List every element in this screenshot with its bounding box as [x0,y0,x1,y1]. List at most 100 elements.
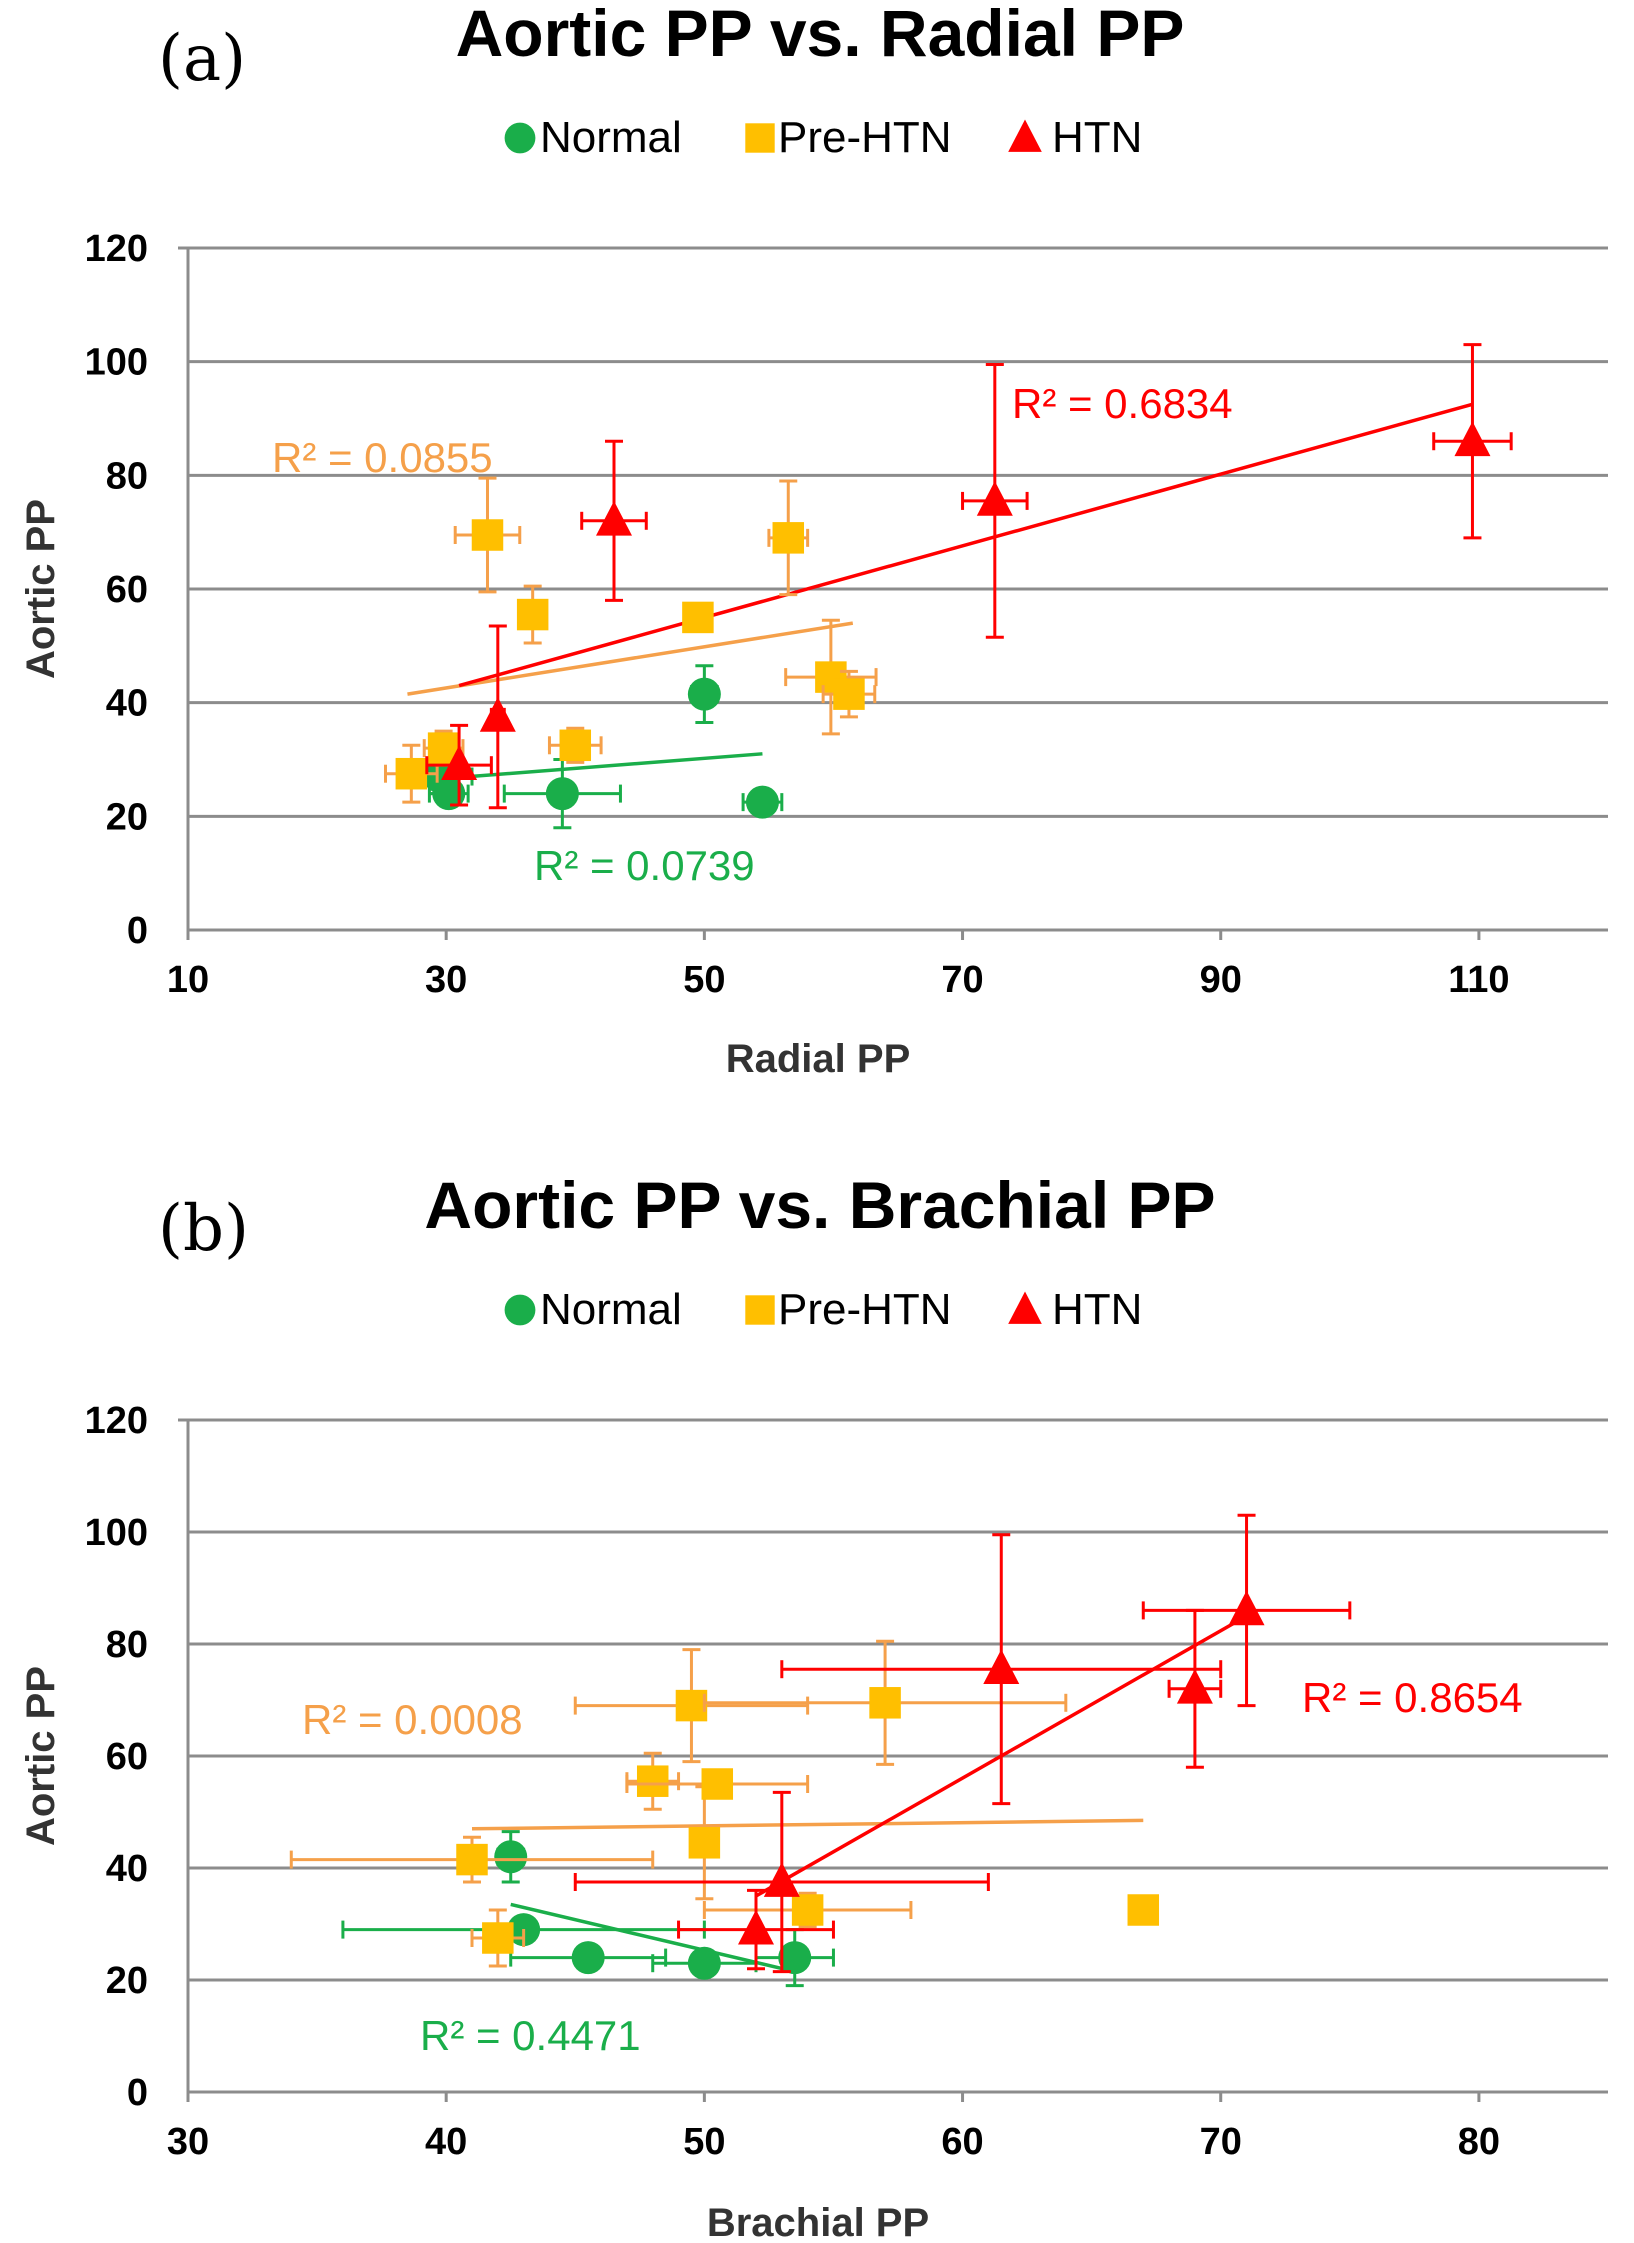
y-tick-label: 80 [106,455,148,497]
y-tick-label: 20 [106,1960,148,2002]
chart-title: Aortic PP vs. Brachial PP [424,1168,1215,1242]
data-point [688,1827,721,1859]
x-tick-label: 70 [1200,2121,1242,2163]
gridlines [188,246,1608,818]
data-point [596,501,632,536]
x-axis-label: Radial PP [726,1037,911,1081]
x-tick-label: 110 [1448,959,1509,1001]
data-point [833,678,865,710]
series-pre-htn [289,1639,1160,1968]
data-point [545,777,579,811]
data-point [559,729,592,762]
chart-panel-1: (a) Aortic PP vs. Radial PP Normal Pre-HTN H… [19,0,1608,1081]
y-tick-label: 0 [127,2072,148,2114]
x-tick-label: 30 [167,2121,209,2163]
panel-tag: (b) [158,1192,249,1266]
x-tick-label: 50 [683,2121,725,2163]
y-tick-label: 20 [106,796,148,838]
data-point [1127,1894,1160,1926]
r2-label-normal: R² = 0.4471 [420,2012,641,2059]
data-point [395,757,428,790]
data-point [976,481,1013,516]
y-tick-label: 80 [106,1624,148,1666]
data-point [682,601,714,634]
x-tick-label: 30 [425,959,467,1001]
data-point [1454,421,1491,457]
data-point [471,519,504,551]
legend-label: Normal [540,113,682,162]
x-tick-label: 10 [167,959,209,1001]
legend-marker-normal [504,122,536,154]
x-tick-label: 60 [941,2121,983,2163]
trendline-htn [458,402,1473,688]
r2-label-pre-htn: R² = 0.0008 [302,1696,523,1743]
y-tick-label: 120 [85,228,148,270]
trendline-normal [433,752,763,782]
y-tick-label: 0 [127,910,148,952]
x-tick-label: 80 [1458,2121,1500,2163]
x-tick-label: 40 [425,2121,467,2163]
data-point [772,522,805,554]
r2-label-htn: R² = 0.8654 [1302,1674,1523,1721]
y-tick-label: 120 [85,1400,148,1442]
y-axis-label: Aortic PP [19,1666,63,1846]
legend-label: Pre-HTN [778,1285,952,1334]
data-point [701,1768,734,1800]
legend-label: HTN [1052,113,1142,162]
trendline-pre-htn [471,1818,1144,1831]
data-point [763,1862,800,1897]
series-pre-htn [384,476,878,804]
legend-marker-htn [1008,119,1042,152]
legend: Normal Pre-HTN HTN [504,1285,1142,1334]
gridlines [188,1418,1608,1982]
legend-label: Pre-HTN [778,113,952,162]
data-point [456,1843,488,1876]
data-point [494,1840,528,1874]
chart-panel-2: (b) Aortic PP vs. Brachial PP Normal Pre-HT… [19,1168,1608,2243]
legend-label: Normal [540,1285,682,1334]
data-point [1228,1590,1265,1626]
trendline-pre-htn [407,621,854,696]
y-axis-label: Aortic PP [19,499,63,679]
y-tick-label: 60 [106,569,148,611]
x-tick-label: 90 [1200,959,1242,1001]
r2-label-normal: R² = 0.0739 [534,842,755,889]
r2-label-pre-htn: R² = 0.0855 [272,434,493,481]
data-point [869,1687,901,1719]
x-tick-label: 70 [941,959,983,1001]
legend-marker-pre-htn [745,1295,775,1325]
legend-marker-normal [504,1294,536,1326]
data-point [738,1909,774,1945]
y-tick-label: 60 [106,1736,148,1778]
data-point [479,697,516,732]
y-tick-label: 40 [106,683,148,725]
data-point [687,1946,721,1980]
legend-label: HTN [1052,1285,1142,1334]
data-point [571,1941,605,1975]
data-point [1176,1669,1213,1704]
x-tick-label: 50 [683,959,725,1001]
data-point [745,785,779,819]
data-point [675,1689,708,1722]
data-point [441,745,478,781]
series-htn [425,343,1513,810]
x-axis-label: Brachial PP [707,2201,929,2243]
data-point [432,777,466,811]
panel-tag: (a) [158,22,246,96]
data-point [791,1894,824,1926]
data-point [482,1922,514,1954]
y-tick-label: 100 [85,342,148,384]
r2-label-htn: R² = 0.6834 [1012,380,1233,427]
data-point [516,598,549,631]
y-tick-label: 40 [106,1848,148,1890]
data-point [636,1765,669,1797]
legend: Normal Pre-HTN HTN [504,113,1142,162]
data-point [687,677,721,711]
series-htn [573,1513,1352,1974]
trendline-normal [510,1902,796,1974]
data-point [778,1941,812,1975]
legend-marker-pre-htn [745,123,775,153]
legend-marker-htn [1008,1291,1042,1324]
data-point [983,1649,1020,1685]
